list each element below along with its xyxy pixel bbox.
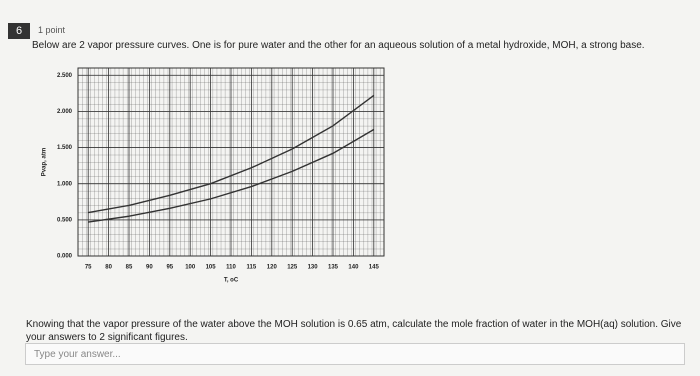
answer-input[interactable]: Type your answer... (25, 343, 685, 365)
x-tick-label: 105 (206, 265, 217, 271)
x-tick-label: 140 (348, 265, 359, 271)
y-tick-label: 2.500 (57, 73, 73, 79)
y-tick-label: 1.500 (57, 145, 73, 151)
curve (88, 94, 375, 214)
x-tick-label: 130 (308, 265, 319, 271)
x-tick-label: 115 (247, 265, 257, 271)
x-tick-label: 135 (328, 265, 339, 271)
x-tick-label: 95 (166, 265, 173, 271)
x-tick-label: 120 (267, 265, 278, 271)
curve (88, 128, 375, 223)
x-tick-label: 90 (146, 265, 153, 271)
x-tick-label: 75 (85, 265, 92, 271)
x-tick-label: 145 (369, 265, 380, 271)
y-axis-label: Pvap, atm (42, 148, 48, 176)
x-tick-label: 125 (287, 265, 298, 271)
question-number: 6 (8, 23, 30, 39)
y-tick-label: 1.000 (57, 181, 73, 187)
y-tick-label: 2.000 (57, 109, 73, 115)
y-tick-label: 0.500 (57, 217, 73, 223)
x-tick-label: 80 (105, 265, 112, 271)
prompt: Below are 2 vapor pressure curves. One i… (32, 40, 645, 51)
x-axis-label: T, oC (224, 278, 239, 284)
chart: Pvap, atm T, oC 0.000 0.500 1.000 1.500 2.00… (42, 67, 385, 284)
points: 1 point (38, 25, 66, 35)
x-tick-label: 110 (226, 265, 236, 271)
y-tick-label: 0.000 (57, 254, 73, 260)
x-tick-label: 100 (185, 265, 196, 271)
x-tick-label: 85 (126, 265, 133, 271)
followup-question: Knowing that the vapor pressure of the w… (26, 319, 682, 343)
